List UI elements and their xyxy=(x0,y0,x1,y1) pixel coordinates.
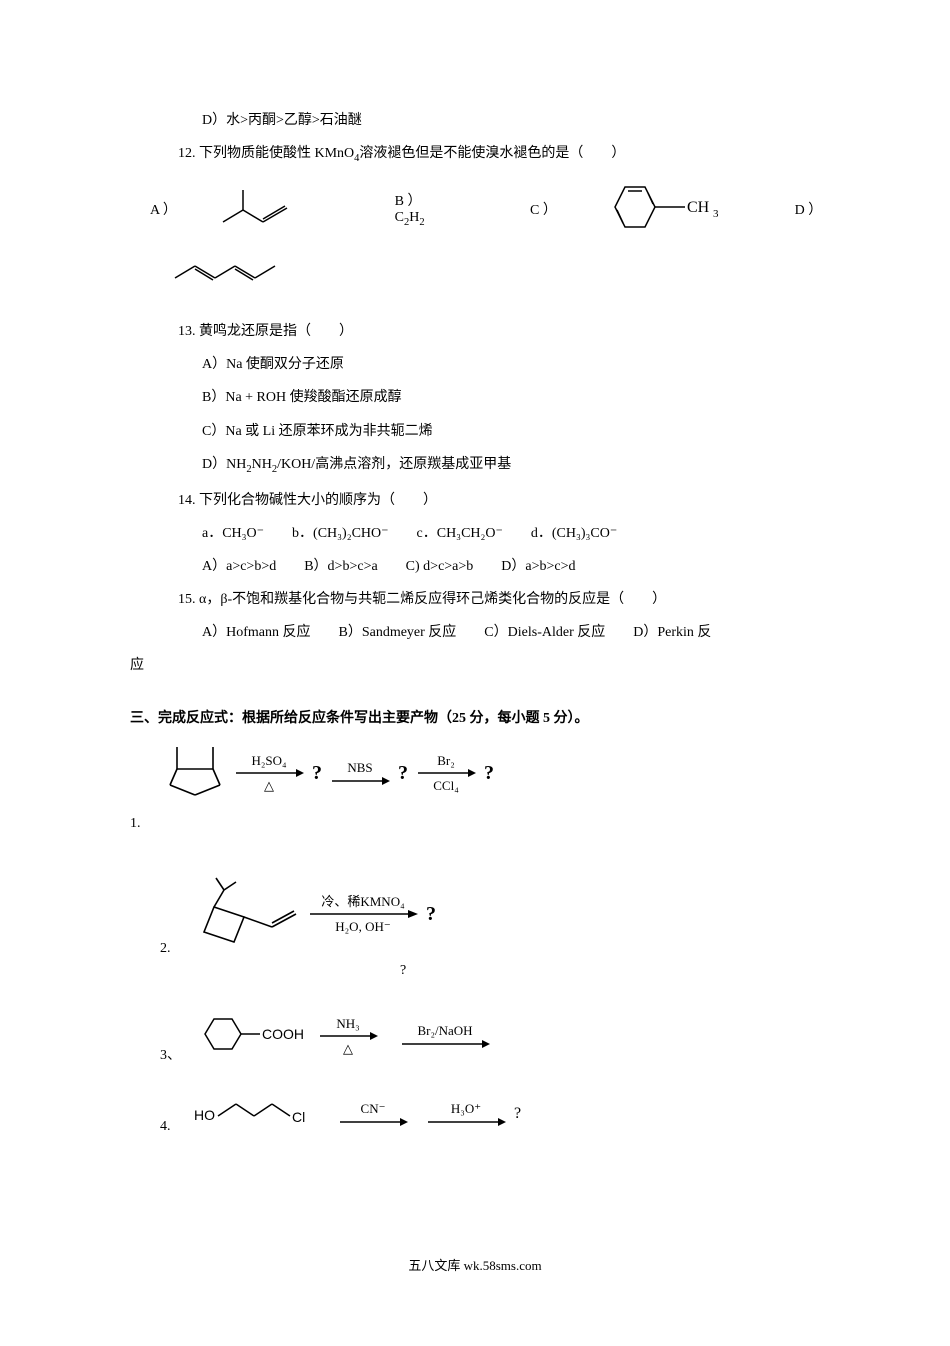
q13-stem: 13. 黄鸣龙还原是指（ ） xyxy=(130,319,820,344)
rxn1: H₂SO₄ △ ? NBS ? Br₂ CCl₄ ? xyxy=(160,741,820,806)
q12-structA-icon xyxy=(215,182,295,237)
rxn2-qmark2: ? xyxy=(400,963,820,979)
rxn1-a3-bot: CCl₄ xyxy=(433,778,459,794)
svg-text:3: 3 xyxy=(713,208,719,220)
rxn2-a1-bot: H₂O, OH⁻ xyxy=(335,919,390,935)
rxn3-a1-bot: △ xyxy=(343,1041,353,1057)
rxn4-num: 4. xyxy=(160,1119,184,1135)
arrow-icon xyxy=(426,1115,506,1129)
arrow-icon xyxy=(338,1115,408,1129)
rxn3-arrow2: Br₂/NaOH xyxy=(400,1023,490,1049)
section3-title: 三、完成反应式：根据所给反应条件写出主要产物（25 分，每小题 5 分）。 xyxy=(130,707,820,727)
page-content: D）水>丙酮>乙醇>石油醚 12. 下列物质能使酸性 KMnO4溶液褪色但是不能… xyxy=(0,0,950,1334)
arrow-icon xyxy=(330,774,390,788)
q13-D: D）NH2NH2/KOH/高沸点溶剂，还原羰基成亚甲基 xyxy=(130,452,820,480)
qmark: ? xyxy=(312,762,322,785)
qmark: ? xyxy=(484,762,494,785)
q15-opts-tail: 应 xyxy=(130,653,820,678)
rxn4-arrow1: CN⁻ xyxy=(338,1101,408,1127)
rxn3-start-icon: COOH xyxy=(194,1009,314,1064)
q12-labelC: C ） xyxy=(530,199,555,219)
rxn3-arrow1: NH₃ △ xyxy=(318,1016,378,1057)
rxn4-arrow2: H₃O⁺ xyxy=(426,1101,506,1127)
rxn1-arrow1: H₂SO₄ △ xyxy=(234,753,304,794)
q15-stem: 15. α，β-不饱和羰基化合物与共轭二烯反应得环己烯类化合物的反应是（ ） xyxy=(130,587,820,612)
svg-text:HO: HO xyxy=(194,1107,215,1123)
q12-stem-prefix: 12. 下列物质能使酸性 KMnO xyxy=(178,146,354,161)
q14-opts: A）a>c>b>d B）d>b>c>a C) d>c>a>b D）a>b>c>d xyxy=(130,554,820,579)
q12-stem: 12. 下列物质能使酸性 KMnO4溶液褪色但是不能使溴水褪色的是（ ） xyxy=(130,141,820,169)
q12-labelD: D ） xyxy=(795,199,820,219)
q13-A: A）Na 使酮双分子还原 xyxy=(130,352,820,377)
q12-structC-icon: CH 3 xyxy=(595,179,725,240)
svg-text:COOH: COOH xyxy=(262,1026,304,1042)
rxn1-a1-bot: △ xyxy=(264,778,274,794)
rxn2-start-icon xyxy=(194,872,304,957)
q12-structD-icon xyxy=(170,250,300,299)
arrow-icon xyxy=(400,1037,490,1051)
q15-opts: A）Hofmann 反应 B）Sandmeyer 反应 C）Diels-Alde… xyxy=(130,620,820,645)
q11-optD: D）水>丙酮>乙醇>石油醚 xyxy=(130,108,820,133)
q12-labelB: B ） C2H2 xyxy=(395,190,450,228)
rxn1-num: 1. xyxy=(130,816,154,832)
rxn4-start-icon: HO Cl xyxy=(194,1094,334,1135)
q12-labelA: A ） xyxy=(150,199,175,219)
q13-C: C）Na 或 Li 还原苯环成为非共轭二烯 xyxy=(130,419,820,444)
q13-D-suffix: /KOH/高沸点溶剂，还原羰基成亚甲基 xyxy=(277,457,511,472)
rxn2-num: 2. xyxy=(160,941,184,957)
rxn3-num: 3、 xyxy=(160,1044,184,1064)
rxn1-arrow2: NBS xyxy=(330,760,390,786)
q14-items: a．CH₃O⁻ b．(CH₃)₂CHO⁻ c．CH₃CH₂O⁻ d．(CH₃)₃… xyxy=(130,521,820,546)
q12-structD-row xyxy=(130,250,820,299)
q12-b-sub2b: 2 xyxy=(419,217,424,228)
q12-stem-suffix: 溶液褪色但是不能使溴水褪色的是（ ） xyxy=(359,146,625,161)
q12-labelB-suffix: H xyxy=(409,210,419,225)
qmark: ? xyxy=(514,1105,521,1123)
q13-D-prefix: D）NH xyxy=(202,457,246,472)
qmark: ? xyxy=(426,903,436,926)
rxn4: 4. HO Cl CN⁻ H₃O⁺ ? xyxy=(160,1094,820,1135)
rxn1-start-icon xyxy=(160,741,230,806)
q13-B: B）Na + ROH 使羧酸酯还原成醇 xyxy=(130,385,820,410)
rxn1-arrow3: Br₂ CCl₄ xyxy=(416,753,476,794)
q13-d-sub2a: 2 xyxy=(246,464,251,475)
rxn3: 3、 COOH NH₃ △ Br₂/NaOH xyxy=(160,1009,820,1064)
q14-stem: 14. 下列化合物碱性大小的顺序为（ ） xyxy=(130,488,820,513)
qmark: ? xyxy=(398,762,408,785)
rxn2: 2. 冷、稀KMNO₄ H₂O, OH⁻ xyxy=(160,872,820,957)
footer-text: 五八文库 wk.58sms.com xyxy=(130,1255,820,1274)
svg-text:Cl: Cl xyxy=(292,1109,305,1125)
q12-options: A ） B ） C2H2 C ） xyxy=(130,179,820,240)
rxn2-arrow1: 冷、稀KMNO₄ H₂O, OH⁻ xyxy=(308,894,418,935)
svg-text:CH: CH xyxy=(687,199,710,216)
